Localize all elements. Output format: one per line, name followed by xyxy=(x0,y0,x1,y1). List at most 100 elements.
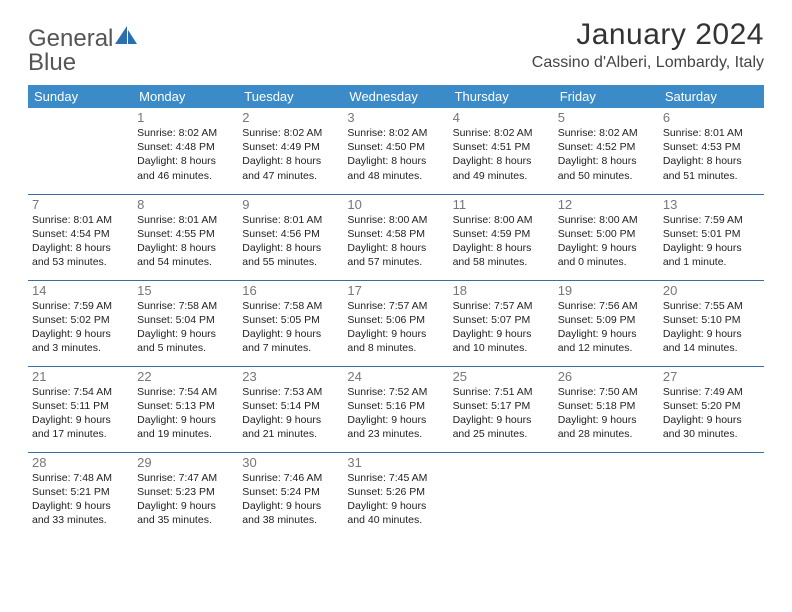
calendar-week-row: 1Sunrise: 8:02 AMSunset: 4:48 PMDaylight… xyxy=(28,108,764,194)
calendar-week-row: 7Sunrise: 8:01 AMSunset: 4:54 PMDaylight… xyxy=(28,194,764,280)
daylight-line-2: and 40 minutes. xyxy=(347,513,444,527)
sunset-line: Sunset: 5:06 PM xyxy=(347,313,444,327)
sunrise-line: Sunrise: 8:01 AM xyxy=(242,213,339,227)
calendar-cell: 26Sunrise: 7:50 AMSunset: 5:18 PMDayligh… xyxy=(554,366,659,452)
sunrise-line: Sunrise: 8:02 AM xyxy=(347,126,444,140)
daylight-line-2: and 35 minutes. xyxy=(137,513,234,527)
day-number: 15 xyxy=(137,283,234,299)
sunset-line: Sunset: 5:26 PM xyxy=(347,485,444,499)
daylight-line-1: Daylight: 9 hours xyxy=(32,413,129,427)
calendar-cell: 30Sunrise: 7:46 AMSunset: 5:24 PMDayligh… xyxy=(238,452,343,538)
daylight-line-1: Daylight: 9 hours xyxy=(137,499,234,513)
daylight-line-2: and 19 minutes. xyxy=(137,427,234,441)
daylight-line-2: and 47 minutes. xyxy=(242,169,339,183)
daylight-line-2: and 48 minutes. xyxy=(347,169,444,183)
logo-word-general: General xyxy=(28,25,113,52)
daylight-line-2: and 1 minute. xyxy=(663,255,760,269)
calendar-cell: 17Sunrise: 7:57 AMSunset: 5:06 PMDayligh… xyxy=(343,280,448,366)
sunrise-line: Sunrise: 7:59 AM xyxy=(663,213,760,227)
calendar-cell: 16Sunrise: 7:58 AMSunset: 5:05 PMDayligh… xyxy=(238,280,343,366)
sunrise-line: Sunrise: 7:46 AM xyxy=(242,471,339,485)
calendar-week-row: 14Sunrise: 7:59 AMSunset: 5:02 PMDayligh… xyxy=(28,280,764,366)
page-header: General Blue January 2024 Cassino d'Albe… xyxy=(28,18,764,75)
month-title: January 2024 xyxy=(532,18,764,52)
daylight-line-1: Daylight: 9 hours xyxy=(242,327,339,341)
calendar-cell xyxy=(449,452,554,538)
sunset-line: Sunset: 5:05 PM xyxy=(242,313,339,327)
daylight-line-1: Daylight: 9 hours xyxy=(137,413,234,427)
weekday-header: Thursday xyxy=(449,85,554,108)
calendar-cell: 2Sunrise: 8:02 AMSunset: 4:49 PMDaylight… xyxy=(238,108,343,194)
sunset-line: Sunset: 4:50 PM xyxy=(347,140,444,154)
daylight-line-1: Daylight: 9 hours xyxy=(453,327,550,341)
sunset-line: Sunset: 5:23 PM xyxy=(137,485,234,499)
sunset-line: Sunset: 5:01 PM xyxy=(663,227,760,241)
daylight-line-1: Daylight: 9 hours xyxy=(32,327,129,341)
daylight-line-2: and 7 minutes. xyxy=(242,341,339,355)
daylight-line-1: Daylight: 8 hours xyxy=(242,241,339,255)
sunset-line: Sunset: 5:18 PM xyxy=(558,399,655,413)
daylight-line-2: and 17 minutes. xyxy=(32,427,129,441)
calendar-cell xyxy=(659,452,764,538)
daylight-line-1: Daylight: 9 hours xyxy=(663,327,760,341)
sunset-line: Sunset: 4:52 PM xyxy=(558,140,655,154)
sunset-line: Sunset: 4:51 PM xyxy=(453,140,550,154)
day-number: 19 xyxy=(558,283,655,299)
daylight-line-2: and 0 minutes. xyxy=(558,255,655,269)
day-number: 3 xyxy=(347,110,444,126)
calendar-cell: 6Sunrise: 8:01 AMSunset: 4:53 PMDaylight… xyxy=(659,108,764,194)
daylight-line-1: Daylight: 8 hours xyxy=(453,154,550,168)
daylight-line-2: and 53 minutes. xyxy=(32,255,129,269)
sunset-line: Sunset: 5:16 PM xyxy=(347,399,444,413)
calendar-cell: 3Sunrise: 8:02 AMSunset: 4:50 PMDaylight… xyxy=(343,108,448,194)
day-number: 31 xyxy=(347,455,444,471)
calendar-cell: 18Sunrise: 7:57 AMSunset: 5:07 PMDayligh… xyxy=(449,280,554,366)
sunrise-line: Sunrise: 7:55 AM xyxy=(663,299,760,313)
sunset-line: Sunset: 4:48 PM xyxy=(137,140,234,154)
calendar-cell xyxy=(554,452,659,538)
calendar-cell: 14Sunrise: 7:59 AMSunset: 5:02 PMDayligh… xyxy=(28,280,133,366)
daylight-line-2: and 5 minutes. xyxy=(137,341,234,355)
sunrise-line: Sunrise: 7:45 AM xyxy=(347,471,444,485)
day-number: 24 xyxy=(347,369,444,385)
sunrise-line: Sunrise: 8:02 AM xyxy=(453,126,550,140)
daylight-line-1: Daylight: 9 hours xyxy=(137,327,234,341)
sunset-line: Sunset: 4:56 PM xyxy=(242,227,339,241)
sunrise-line: Sunrise: 8:01 AM xyxy=(32,213,129,227)
daylight-line-2: and 28 minutes. xyxy=(558,427,655,441)
daylight-line-1: Daylight: 9 hours xyxy=(453,413,550,427)
calendar-cell: 19Sunrise: 7:56 AMSunset: 5:09 PMDayligh… xyxy=(554,280,659,366)
location-text: Cassino d'Alberi, Lombardy, Italy xyxy=(532,54,764,72)
daylight-line-1: Daylight: 8 hours xyxy=(453,241,550,255)
day-number: 1 xyxy=(137,110,234,126)
calendar-cell: 21Sunrise: 7:54 AMSunset: 5:11 PMDayligh… xyxy=(28,366,133,452)
daylight-line-2: and 51 minutes. xyxy=(663,169,760,183)
sunrise-line: Sunrise: 7:48 AM xyxy=(32,471,129,485)
calendar-cell: 5Sunrise: 8:02 AMSunset: 4:52 PMDaylight… xyxy=(554,108,659,194)
day-number: 30 xyxy=(242,455,339,471)
sunrise-line: Sunrise: 8:00 AM xyxy=(453,213,550,227)
day-number: 13 xyxy=(663,197,760,213)
calendar-cell: 8Sunrise: 8:01 AMSunset: 4:55 PMDaylight… xyxy=(133,194,238,280)
sunset-line: Sunset: 4:59 PM xyxy=(453,227,550,241)
sunrise-line: Sunrise: 7:52 AM xyxy=(347,385,444,399)
day-number: 21 xyxy=(32,369,129,385)
calendar-cell: 31Sunrise: 7:45 AMSunset: 5:26 PMDayligh… xyxy=(343,452,448,538)
calendar-cell: 7Sunrise: 8:01 AMSunset: 4:54 PMDaylight… xyxy=(28,194,133,280)
sunset-line: Sunset: 4:53 PM xyxy=(663,140,760,154)
logo: General Blue xyxy=(28,18,139,75)
sunset-line: Sunset: 5:09 PM xyxy=(558,313,655,327)
daylight-line-1: Daylight: 8 hours xyxy=(558,154,655,168)
sunrise-line: Sunrise: 7:59 AM xyxy=(32,299,129,313)
daylight-line-1: Daylight: 8 hours xyxy=(242,154,339,168)
calendar-table: SundayMondayTuesdayWednesdayThursdayFrid… xyxy=(28,85,764,538)
day-number: 8 xyxy=(137,197,234,213)
daylight-line-1: Daylight: 8 hours xyxy=(137,241,234,255)
calendar-body: 1Sunrise: 8:02 AMSunset: 4:48 PMDaylight… xyxy=(28,108,764,538)
sunrise-line: Sunrise: 8:02 AM xyxy=(137,126,234,140)
daylight-line-1: Daylight: 9 hours xyxy=(558,327,655,341)
weekday-header: Friday xyxy=(554,85,659,108)
daylight-line-2: and 23 minutes. xyxy=(347,427,444,441)
sunrise-line: Sunrise: 7:54 AM xyxy=(137,385,234,399)
daylight-line-1: Daylight: 8 hours xyxy=(663,154,760,168)
